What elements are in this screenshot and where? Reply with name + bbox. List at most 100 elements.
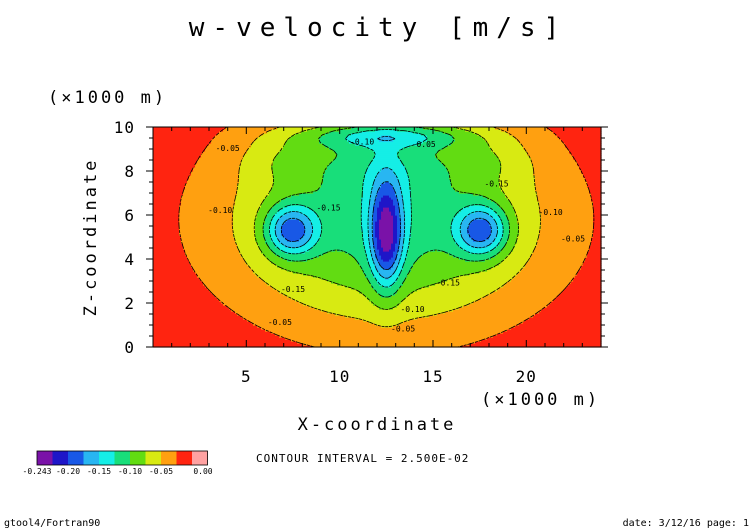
contour-cell bbox=[363, 181, 374, 184]
contour-cell bbox=[233, 221, 256, 224]
contour-cell bbox=[363, 231, 370, 234]
contour-cell bbox=[393, 221, 398, 224]
contour-cell bbox=[413, 291, 494, 294]
contour-cell bbox=[379, 261, 396, 264]
contour-cell bbox=[453, 187, 502, 190]
contour-cell bbox=[515, 213, 542, 216]
contour-cell bbox=[283, 243, 306, 246]
contour-cell bbox=[153, 323, 254, 326]
contour-cell bbox=[381, 183, 392, 186]
contour-cell bbox=[541, 225, 594, 228]
contour-cell bbox=[397, 289, 418, 292]
contour-cell bbox=[485, 239, 496, 242]
contour-cell bbox=[405, 217, 412, 220]
contour-cell bbox=[473, 131, 508, 134]
contour-cell bbox=[295, 133, 326, 136]
contour-cell bbox=[279, 241, 308, 244]
contour-cell bbox=[399, 245, 404, 248]
contour-cell bbox=[371, 247, 376, 250]
contour-cell bbox=[563, 289, 602, 292]
contour-cell bbox=[153, 301, 222, 304]
contour-cell bbox=[243, 257, 268, 260]
contour-cell bbox=[401, 225, 406, 228]
contour-cell bbox=[281, 229, 306, 232]
contour-cell bbox=[517, 217, 542, 220]
contour-cell bbox=[365, 247, 372, 250]
contour-cell bbox=[485, 205, 500, 208]
contour-cell bbox=[379, 203, 394, 206]
contour-cell bbox=[397, 233, 402, 236]
contour-cell bbox=[153, 297, 218, 300]
contour-cell bbox=[397, 197, 404, 200]
contour-cell bbox=[451, 221, 462, 224]
contour-cell bbox=[405, 257, 420, 260]
contour-cell bbox=[455, 139, 486, 142]
contour-cell bbox=[361, 221, 370, 224]
contour-cell bbox=[449, 133, 478, 136]
contour-cell bbox=[407, 249, 436, 252]
contour-cell bbox=[399, 181, 410, 184]
contour-cell bbox=[369, 147, 404, 150]
colorbar-swatch bbox=[114, 451, 131, 465]
footer-right: date: 3/12/16 page: 1 bbox=[623, 518, 749, 529]
contour-cell bbox=[457, 243, 468, 246]
contour-cell bbox=[375, 247, 378, 250]
contour-cell bbox=[337, 249, 366, 252]
contour-plot bbox=[153, 127, 602, 348]
contour-cell bbox=[401, 255, 408, 258]
contour-cell bbox=[363, 269, 372, 272]
contour-cell bbox=[237, 247, 260, 250]
contour-cell bbox=[397, 195, 404, 198]
contour-cell bbox=[153, 223, 180, 226]
contour-cell bbox=[377, 257, 382, 260]
contour-cell bbox=[235, 203, 262, 206]
contour-cell bbox=[193, 267, 252, 270]
contour-cell bbox=[561, 139, 602, 142]
contour-cell bbox=[473, 239, 486, 242]
y-tick-label: 10 bbox=[114, 118, 135, 137]
contour-cell bbox=[269, 191, 314, 194]
contour-cell bbox=[499, 205, 514, 208]
contour-cell bbox=[459, 191, 504, 194]
contour-cell bbox=[357, 261, 370, 264]
contour-cell bbox=[257, 243, 268, 246]
contour-cell bbox=[373, 205, 380, 208]
contour-cell bbox=[395, 281, 404, 284]
contour-cell bbox=[485, 259, 504, 262]
contour-cell bbox=[255, 239, 266, 242]
colorbar-label: 0.00 bbox=[193, 467, 212, 476]
contour-cell bbox=[313, 209, 362, 212]
contour-cell bbox=[363, 191, 372, 194]
contour-cell bbox=[373, 287, 400, 290]
contour-cell bbox=[259, 209, 270, 212]
contour-cell bbox=[295, 299, 370, 302]
contour-cell bbox=[363, 183, 374, 186]
contour-cell bbox=[271, 189, 318, 192]
contour-cell bbox=[393, 217, 398, 220]
contour-cell bbox=[589, 249, 602, 252]
contour-cell bbox=[533, 173, 584, 176]
contour-cell bbox=[281, 215, 308, 218]
contour-cell bbox=[405, 229, 412, 232]
contour-cell bbox=[383, 209, 390, 212]
contour-cell bbox=[287, 139, 320, 142]
contour-cell bbox=[491, 231, 498, 234]
contour-cell bbox=[405, 165, 446, 168]
contour-cell bbox=[469, 205, 486, 208]
contour-cell bbox=[407, 251, 428, 254]
contour-cell bbox=[565, 143, 602, 146]
contour-cell bbox=[329, 131, 360, 134]
contour-cell bbox=[511, 327, 602, 330]
contour-cell bbox=[277, 235, 284, 238]
contour-cell bbox=[299, 211, 316, 214]
contour-cell bbox=[447, 145, 490, 148]
contour-label: -0.15 bbox=[484, 179, 508, 188]
contour-cell bbox=[309, 249, 336, 252]
contour-cell bbox=[153, 265, 192, 268]
contour-cell bbox=[381, 215, 394, 218]
contour-cell bbox=[499, 185, 536, 188]
contour-cell bbox=[381, 245, 392, 248]
contour-cell bbox=[233, 235, 256, 238]
contour-cell bbox=[379, 221, 394, 224]
contour-cell bbox=[513, 247, 536, 250]
